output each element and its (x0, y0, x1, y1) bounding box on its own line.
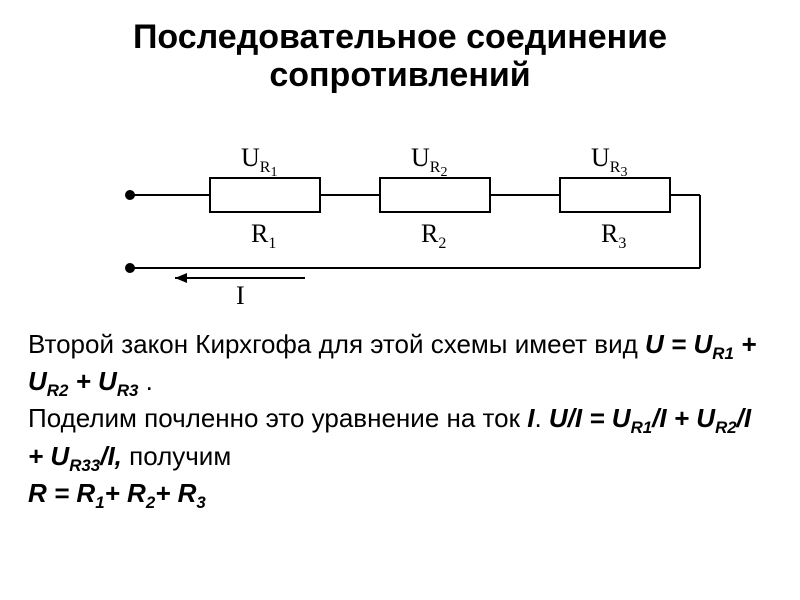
svg-text:UR2: UR2 (411, 143, 447, 180)
svg-text:R3: R3 (601, 219, 626, 252)
circuit-diagram-wrap: UR1 R1 UR2 R2 UR3 R3 I (28, 108, 772, 318)
svg-text:UR3: UR3 (591, 143, 627, 180)
page-title: Последовательное соединение сопротивлени… (28, 18, 772, 94)
svg-text:UR1: UR1 (241, 143, 277, 180)
title-line-2: сопротивлений (269, 56, 530, 94)
circuit-diagram: UR1 R1 UR2 R2 UR3 R3 I (80, 108, 720, 318)
body-text: Второй закон Кирхгофа для этой схемы име… (28, 328, 772, 514)
svg-text:I: I (236, 281, 245, 310)
svg-text:R2: R2 (421, 219, 446, 252)
svg-text:R1: R1 (251, 219, 276, 252)
slide: Последовательное соединение сопротивлени… (0, 0, 800, 600)
title-line-1: Последовательное соединение (133, 18, 667, 56)
